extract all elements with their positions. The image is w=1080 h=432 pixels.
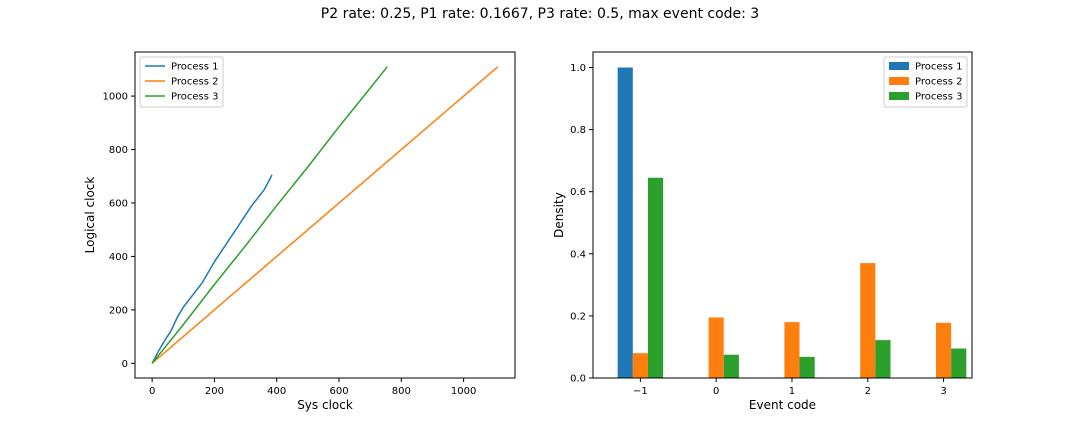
legend-label: Process 1 <box>171 62 218 73</box>
y-tick-label: 0.0 <box>570 374 586 385</box>
line-chart-logical-clock: 0 200 400 600 800 1000 0 200 400 600 800 1000 Sys cl… <box>83 51 516 412</box>
x-tick-label: 1 <box>789 386 795 397</box>
bar-process-3 <box>951 348 967 378</box>
bar-process-3 <box>647 177 664 378</box>
legend-label: Process 2 <box>171 77 218 88</box>
bar-process-3 <box>875 340 891 378</box>
x-tick-label: 3 <box>940 386 946 397</box>
plot-frame <box>592 51 973 379</box>
bar-process-2 <box>784 322 800 378</box>
y-tick-label: 800 <box>109 145 128 156</box>
x-tick-label: 2 <box>865 386 871 397</box>
series-line-process-2 <box>151 66 499 364</box>
y-tick-label: 0.8 <box>570 125 586 136</box>
x-tick-label: 1000 <box>451 386 476 397</box>
legend-label: Process 3 <box>915 92 962 103</box>
legend-label: Process 1 <box>915 62 962 73</box>
series-line-process-3 <box>151 66 388 364</box>
legend-swatch-process-3 <box>889 92 909 100</box>
legend: Process 1 Process 2 Process 3 <box>883 56 968 108</box>
x-tick-label: 600 <box>329 386 348 397</box>
y-axis-label: Logical clock <box>83 177 97 254</box>
x-tick-label: 400 <box>267 386 286 397</box>
bar-process-1 <box>617 67 633 379</box>
y-tick-label: 1000 <box>103 92 128 103</box>
y-tick-label: 400 <box>109 252 128 263</box>
y-tick-label: 0.4 <box>570 249 586 260</box>
legend-label: Process 2 <box>915 77 962 88</box>
legend: Process 1 Process 2 Process 3 <box>139 56 224 108</box>
bar-process-2 <box>708 317 724 378</box>
x-tick-label: −1 <box>633 386 648 397</box>
y-tick-label: 0 <box>122 359 128 370</box>
bar-process-3 <box>723 354 739 378</box>
y-tick-label: 600 <box>109 198 128 209</box>
legend-label: Process 3 <box>171 92 218 103</box>
bar-chart-event-density: −1 0 1 2 3 0.0 0.2 0.4 0.6 0.8 1.0 Event code Densit… <box>552 51 973 412</box>
bar-process-3 <box>799 356 815 378</box>
x-tick-label: 0 <box>713 386 719 397</box>
bar-process-2 <box>935 322 952 378</box>
x-tick-label: 0 <box>149 386 155 397</box>
legend-frame <box>139 56 224 108</box>
bar-process-2 <box>632 353 648 378</box>
x-tick-label: 800 <box>392 386 411 397</box>
bar-process-2 <box>860 263 876 378</box>
x-tick-label: 200 <box>205 386 224 397</box>
y-axis-label: Density <box>552 192 566 238</box>
series-line-process-1 <box>151 174 273 364</box>
y-tick-label: 0.2 <box>570 311 586 322</box>
legend-swatch-process-2 <box>889 77 909 85</box>
y-tick-label: 0.6 <box>570 187 586 198</box>
plot-frame <box>134 51 516 379</box>
y-tick-label: 1.0 <box>570 63 586 74</box>
x-axis-label: Event code <box>749 398 816 412</box>
x-axis-label: Sys clock <box>297 398 353 412</box>
figure-title: P2 rate: 0.25, P1 rate: 0.1667, P3 rate:… <box>320 6 760 22</box>
legend-swatch-process-1 <box>889 62 909 70</box>
y-tick-label: 200 <box>109 305 128 316</box>
